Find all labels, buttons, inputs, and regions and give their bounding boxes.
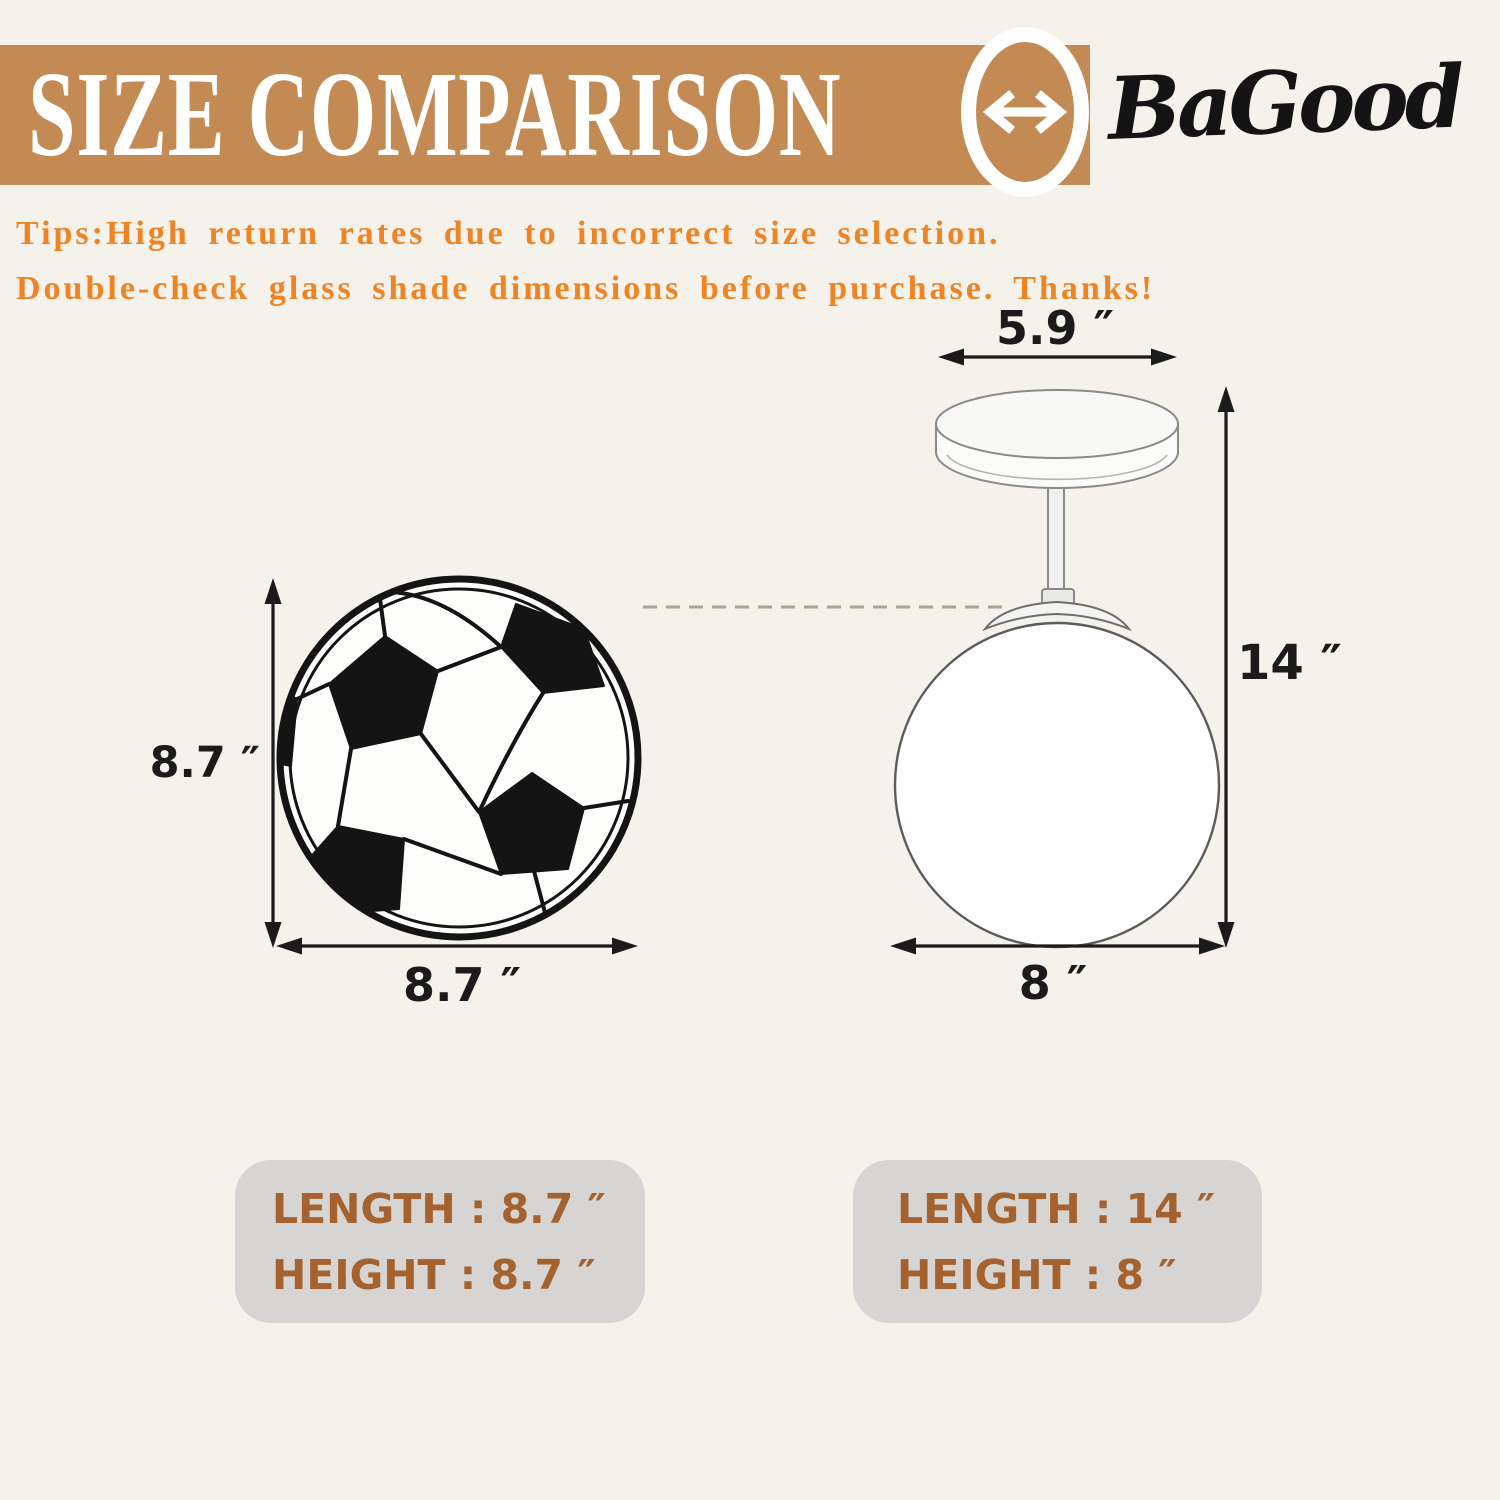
lamp-height-label: 14 ″: [1237, 635, 1342, 691]
ceiling-light-illustration: [893, 389, 1221, 949]
ball-spec-height: HEIGHT : 8.7 ″: [272, 1250, 596, 1299]
lamp-spec-length: LENGTH : 14 ″: [897, 1184, 1216, 1233]
globe-width-dimension-arrow: [890, 937, 1225, 955]
horizontal-resize-arrow-icon: [982, 90, 1068, 134]
lamp-spec-box: LENGTH : 14 ″ HEIGHT : 8 ″: [853, 1160, 1262, 1323]
tips-line-1: Tips:High return rates due to incorrect …: [16, 215, 1001, 252]
tips-line-2: Double-check glass shade dimensions befo…: [16, 270, 1156, 307]
lamp-height-dimension-arrow: [1217, 386, 1235, 948]
lamp-spec-height: HEIGHT : 8 ″: [897, 1250, 1177, 1299]
header-banner: SIZE COMPARISON: [0, 45, 1090, 185]
ball-height-label: 8.7 ″: [149, 738, 260, 788]
ball-width-dimension-arrow: [276, 937, 638, 955]
canopy-width-label: 5.9 ″: [995, 301, 1115, 355]
page-title: SIZE COMPARISON: [28, 47, 842, 182]
tips-text: Tips:High return rates due to incorrect …: [16, 206, 1155, 316]
canopy-width-dimension-arrow: [938, 348, 1177, 366]
ball-width-label: 8.7 ″: [402, 958, 522, 1012]
globe-width-label: 8 ″: [1018, 956, 1088, 1010]
ball-spec-box: LENGTH : 8.7 ″ HEIGHT : 8.7 ″: [235, 1160, 645, 1323]
ball-height-dimension-arrow: [264, 578, 282, 948]
ball-spec-length: LENGTH : 8.7 ″: [272, 1184, 606, 1233]
soccer-ball-illustration: [276, 575, 642, 941]
